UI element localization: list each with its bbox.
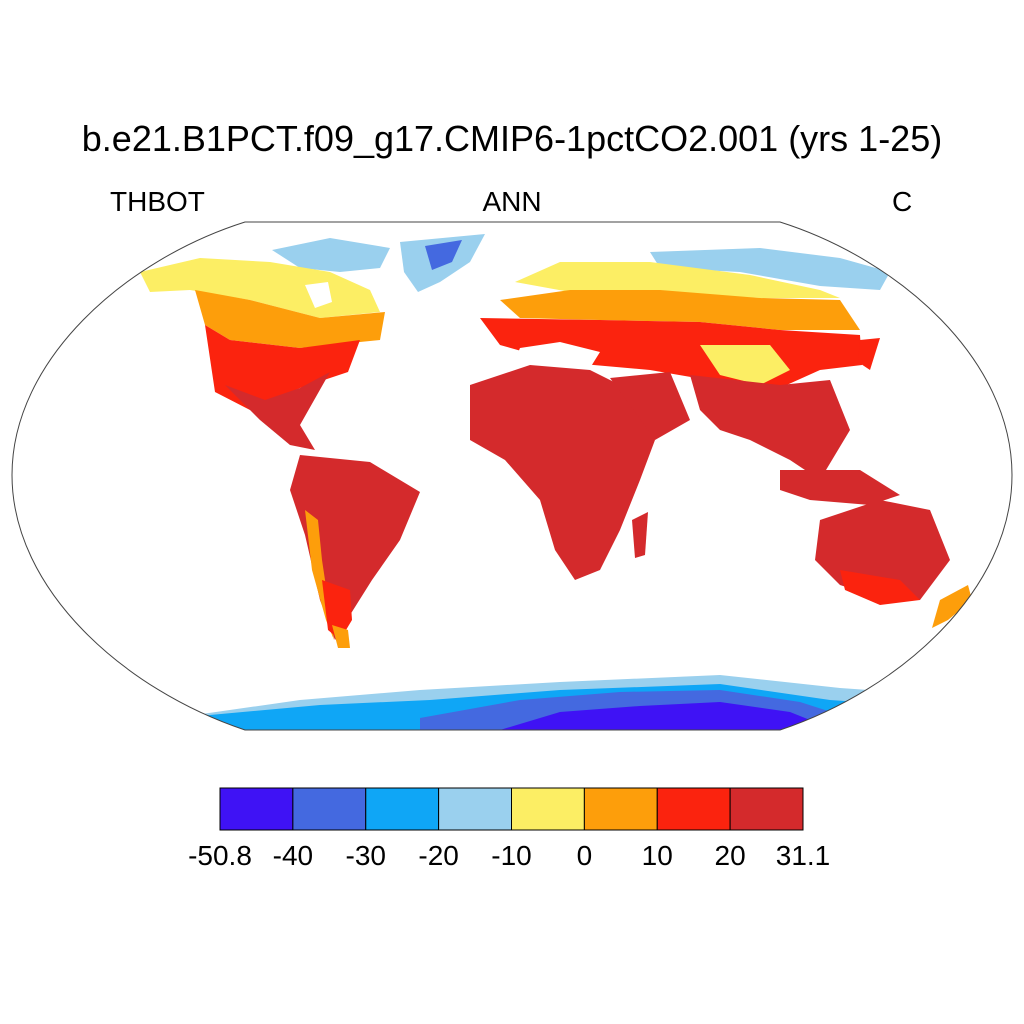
antarctica-deep <box>500 702 830 730</box>
hudson-bay <box>305 282 332 308</box>
colorbar-swatch <box>656 787 731 831</box>
indonesia <box>780 470 900 505</box>
mediterranean <box>515 342 600 368</box>
map-outline <box>11 221 1013 731</box>
na-red-band <box>205 325 360 410</box>
colorbar-tick-label: -30 <box>345 840 386 871</box>
eurasia-lightblue <box>650 248 890 290</box>
eurasia-orange <box>500 290 860 330</box>
colorbar-tick-label: -40 <box>272 840 314 871</box>
colorbar-tick-label: -50.8 <box>188 840 252 871</box>
colorbar-swatch <box>365 787 440 831</box>
units-label: C <box>892 186 913 217</box>
colorbar-swatch <box>583 787 658 831</box>
colorbar <box>219 787 804 831</box>
colorbar-tick-label: 0 <box>576 840 593 871</box>
greenland-core <box>425 240 462 270</box>
colorbar-swatch <box>438 787 512 831</box>
colorbar-swatch <box>219 787 294 831</box>
arctic-islands <box>272 238 390 272</box>
sa-south-red <box>322 580 352 640</box>
new-zealand <box>932 585 972 628</box>
na-dark-band <box>225 372 330 450</box>
sa-tip <box>332 625 350 648</box>
colorbar-tick-label: -20 <box>418 840 459 871</box>
land-temperature-field <box>12 234 1012 730</box>
na-orange-band <box>195 290 385 348</box>
colorbar-swatch <box>292 787 367 831</box>
australia-south <box>840 570 920 605</box>
india-seasia <box>690 375 850 480</box>
colorbar-swatch <box>511 787 585 831</box>
variable-label: THBOT <box>110 186 205 217</box>
plot-title: b.e21.B1PCT.f09_g17.CMIP6-1pctCO2.001 (y… <box>81 118 943 159</box>
tibet-yellow <box>700 345 790 385</box>
madagascar <box>632 512 648 558</box>
colorbar-swatch <box>729 787 804 831</box>
colorbar-tick-label: 31.1 <box>775 840 831 871</box>
eurasia-yellow <box>515 262 840 298</box>
japan <box>858 338 880 370</box>
season-label: ANN <box>482 186 542 217</box>
africa <box>470 365 655 580</box>
colorbar-tick-label: 10 <box>641 840 673 871</box>
arabia <box>610 372 690 440</box>
colorbar-tick-label: 20 <box>714 840 746 871</box>
colorbar-tick-label: -10 <box>491 840 532 871</box>
